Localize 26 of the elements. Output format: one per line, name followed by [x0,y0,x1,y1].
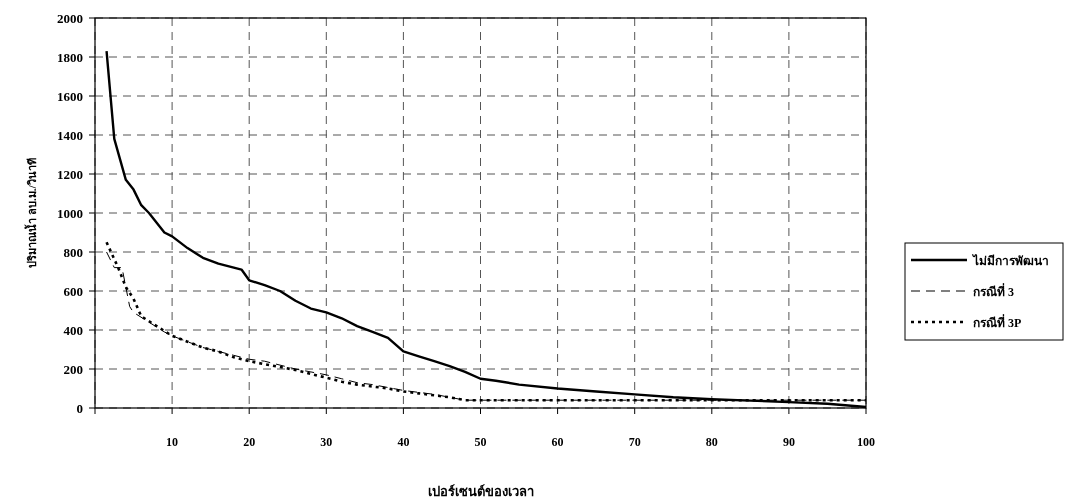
x-tick-label: 80 [705,435,718,449]
x-tick-label: 10 [166,435,179,449]
y-tick-label: 400 [63,323,83,338]
legend-label: กรณีที่ 3 [973,283,1014,299]
x-tick-label: 30 [320,435,333,449]
x-tick-label: 90 [782,435,795,449]
y-tick-label: 2000 [57,11,83,26]
legend-label: กรณีที่ 3P [973,314,1022,330]
y-tick-label: 800 [63,245,83,260]
x-tick-label: 20 [243,435,256,449]
legend-label: ไม่มีการพัฒนา [971,253,1049,268]
x-axis-title: เปอร์เซนต์ของเวลา [427,484,534,499]
x-tick-label: 70 [628,435,641,449]
y-tick-label: 600 [63,284,83,299]
y-tick-label: 0 [76,401,83,416]
y-axis-title: ปริมาณน้ำ ลบ.ม./วินาที [24,158,38,268]
x-tick-label: 100 [857,435,875,449]
y-tick-label: 1000 [57,206,83,221]
y-tick-label: 200 [63,362,83,377]
x-tick-label: 50 [474,435,487,449]
y-tick-label: 1600 [57,89,83,104]
x-tick-label: 40 [397,435,410,449]
y-tick-label: 1200 [57,167,83,182]
x-tick-label: 60 [551,435,564,449]
y-tick-label: 1800 [57,50,83,65]
y-tick-label: 1400 [57,128,83,143]
